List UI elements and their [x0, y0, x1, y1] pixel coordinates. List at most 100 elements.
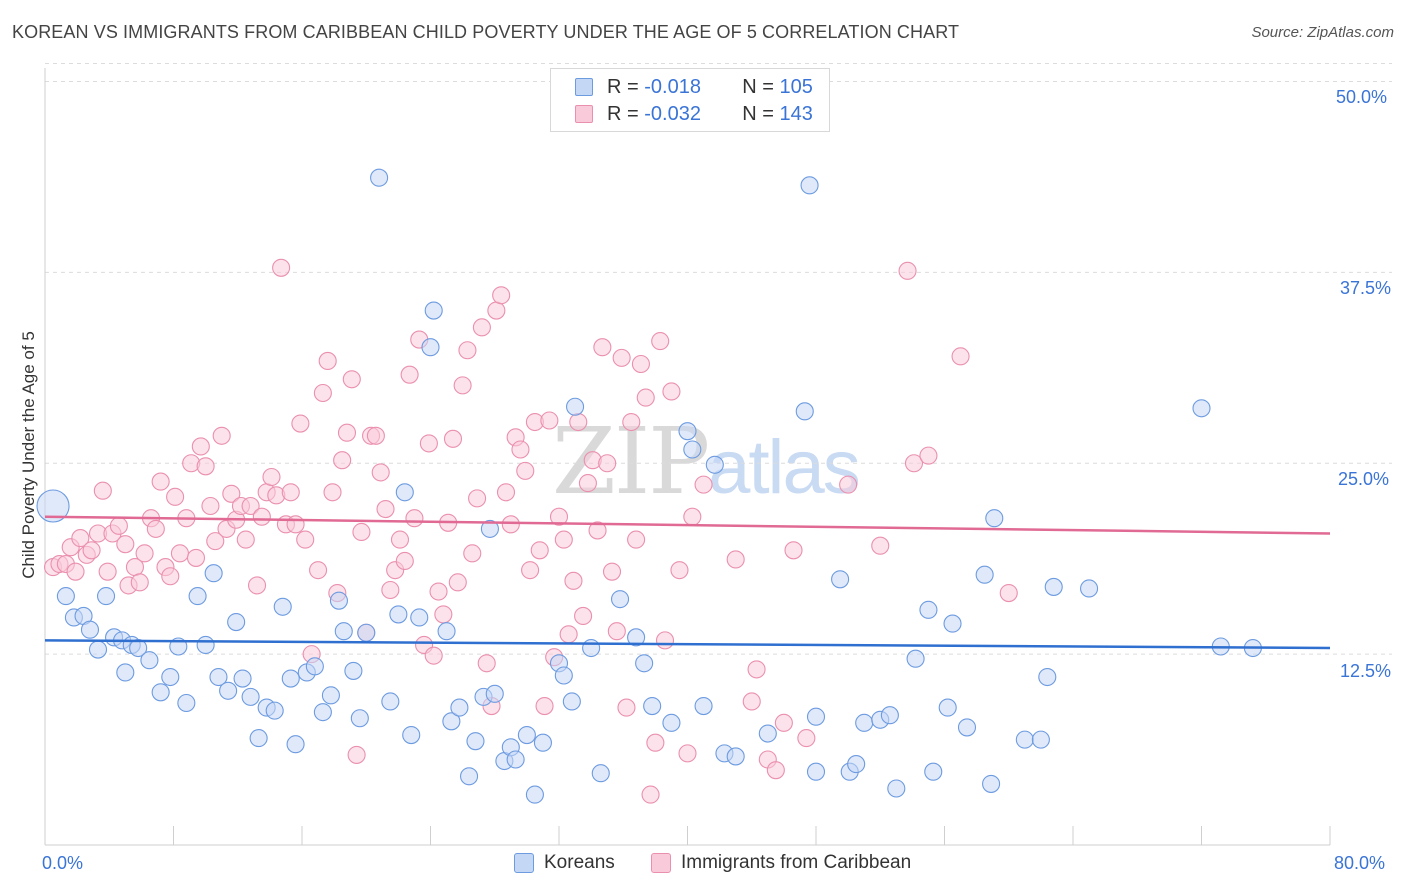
caribbean-point: [116, 535, 135, 554]
caribbean-point: [247, 576, 267, 595]
caribbean-point: [130, 573, 149, 592]
korean-point: [56, 587, 75, 606]
korean-point: [758, 724, 777, 743]
caribbean-point: [296, 530, 315, 549]
caribbean-trend-line: [44, 515, 1331, 535]
korean-point: [880, 706, 899, 725]
korean-point: [219, 681, 238, 700]
korean-trend-line: [44, 639, 1331, 650]
korean-point: [466, 732, 485, 751]
caribbean-point: [678, 744, 697, 763]
caribbean-point: [554, 530, 573, 549]
caribbean-point: [424, 646, 443, 665]
korean-point: [88, 640, 108, 659]
caribbean-point: [376, 500, 395, 519]
caribbean-point: [607, 622, 626, 641]
caribbean-point: [766, 761, 785, 780]
korean-point: [321, 686, 340, 705]
y-tick-label: 50.0%: [1336, 87, 1388, 107]
korean-point: [554, 666, 573, 685]
caribbean-point: [904, 454, 924, 473]
r-label: R =: [607, 75, 639, 98]
caribbean-point: [196, 457, 215, 476]
korean-point: [985, 509, 1004, 528]
caribbean-point: [98, 562, 117, 581]
grid-lines: [45, 63, 1392, 655]
caribbean-point: [602, 562, 622, 581]
caribbean-point: [93, 481, 112, 500]
korean-point: [943, 614, 962, 633]
caribbean-points: [43, 258, 1018, 804]
caribbean-point: [161, 567, 180, 586]
caribbean-point: [82, 541, 101, 560]
correlation-legend: R = -0.018 N = 105 R = -0.032 N = 143: [550, 68, 830, 132]
caribbean-point: [236, 530, 255, 549]
y-tick-label: 37.5%: [1340, 278, 1392, 298]
caribbean-point: [521, 561, 540, 580]
legend-item-caribbean[interactable]: Immigrants from Caribbean: [651, 852, 911, 874]
korean-point: [610, 590, 630, 609]
korean-point: [906, 649, 925, 668]
caribbean-point: [549, 507, 569, 526]
x-axis-min-label: 0.0%: [42, 853, 84, 873]
korean-point: [161, 667, 180, 687]
caribbean-point: [66, 562, 85, 581]
caribbean-point: [774, 713, 793, 732]
korean-point: [381, 692, 400, 711]
caribbean-point: [496, 483, 516, 502]
korean-point: [643, 696, 662, 716]
caribbean-point: [419, 434, 438, 453]
caribbean-point: [443, 429, 463, 448]
axes: [44, 68, 1331, 846]
caribbean-point: [477, 654, 496, 673]
caribbean-point: [342, 370, 361, 389]
caribbean-legend-label: Immigrants from Caribbean: [681, 852, 912, 873]
korean-point: [129, 638, 148, 658]
caribbean-point: [323, 483, 342, 502]
caribbean-point: [564, 571, 583, 590]
caribbean-point: [434, 605, 453, 624]
koreans-legend-label: Koreans: [544, 852, 615, 873]
korean-point: [855, 713, 874, 732]
caribbean-point: [262, 467, 281, 487]
caribbean-point: [395, 551, 414, 571]
caribbean-point: [390, 530, 410, 549]
caribbean-point: [458, 341, 477, 360]
caribbean-point: [578, 474, 597, 493]
korean-point: [389, 605, 408, 624]
korean-point: [957, 718, 977, 737]
caribbean-point: [683, 507, 702, 526]
korean-point: [924, 762, 943, 781]
caribbean-point: [487, 301, 506, 320]
korean-point: [249, 729, 268, 748]
caribbean-point: [742, 692, 761, 711]
caribbean-point: [318, 351, 337, 370]
korean-point: [1044, 577, 1063, 596]
caribbean-point: [641, 785, 660, 804]
caribbean-point: [429, 582, 448, 601]
caribbean-point: [612, 348, 631, 367]
caribbean-point: [347, 745, 366, 764]
koreans-legend-swatch: [514, 853, 534, 873]
korean-point: [847, 755, 866, 774]
korean-point: [627, 628, 646, 647]
caribbean-point: [381, 580, 400, 600]
caribbean-point: [636, 388, 655, 407]
korean-point: [517, 726, 536, 745]
source-label: Source: ZipAtlas.com: [1251, 24, 1394, 41]
korean-point: [485, 684, 504, 703]
caribbean-point: [468, 489, 487, 508]
caribbean-legend-swatch: [651, 853, 671, 873]
korean-point: [286, 735, 305, 754]
trend-lines: [44, 515, 1331, 650]
korean-point: [233, 669, 252, 688]
legend-row-koreans: R = -0.018 N = 105: [575, 74, 813, 100]
caribbean-point: [448, 573, 467, 592]
legend-item-koreans[interactable]: Koreans: [514, 852, 615, 874]
korean-point: [329, 591, 348, 610]
caribbean-point: [501, 515, 520, 534]
korean-point: [36, 489, 70, 523]
korean-point: [421, 338, 440, 357]
caribbean-point: [71, 529, 90, 548]
